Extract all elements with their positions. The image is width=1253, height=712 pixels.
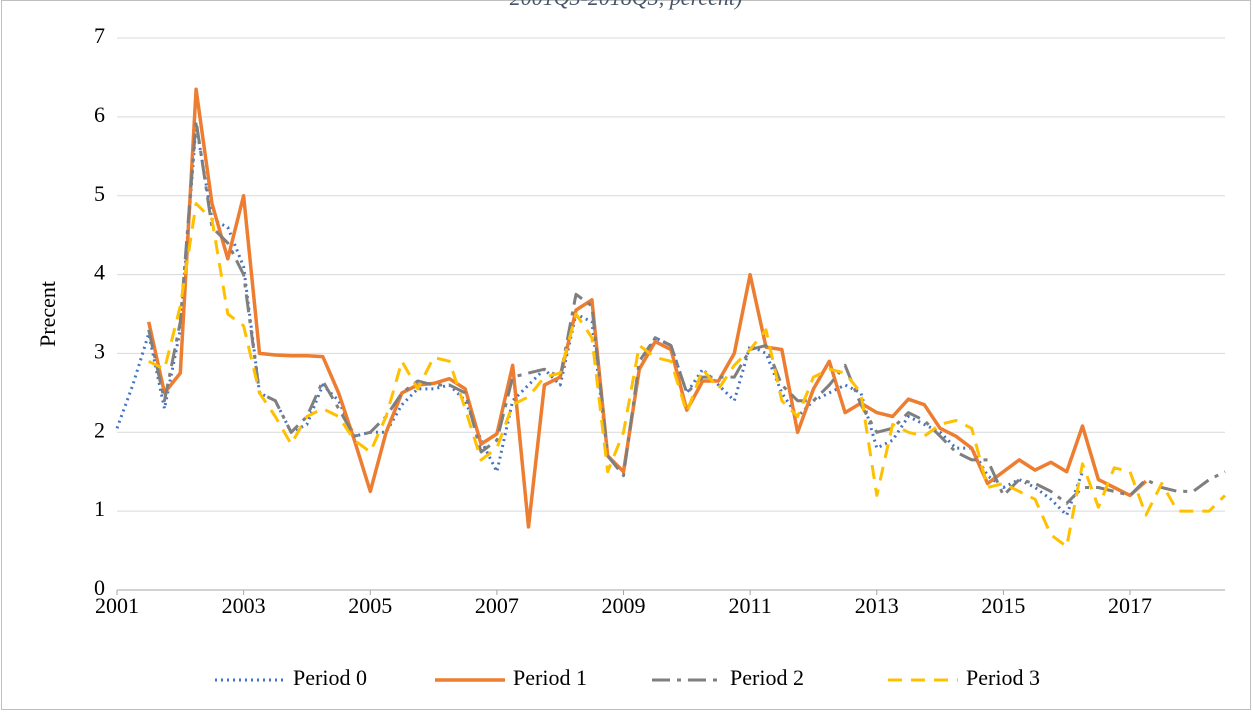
series-line xyxy=(147,119,1226,505)
x-tick-label: 2007 xyxy=(475,593,519,618)
chart-subtitle: 2001Q3-2018Q3, percent) xyxy=(510,0,743,10)
series-line xyxy=(146,87,1148,529)
x-tick-label: 2017 xyxy=(1108,593,1152,618)
x-tick-label: 2011 xyxy=(729,593,772,618)
y-axis-label: Precent xyxy=(35,281,60,347)
series-line xyxy=(148,202,1227,549)
y-tick-label: 7 xyxy=(94,23,105,48)
legend-label: Period 3 xyxy=(966,665,1040,690)
x-tick-label: 2001 xyxy=(95,593,139,618)
legend-label: Period 2 xyxy=(730,665,804,690)
x-tick-label: 2009 xyxy=(602,593,646,618)
y-tick-label: 5 xyxy=(94,181,105,206)
x-tick-label: 2013 xyxy=(855,593,899,618)
legend-label: Period 1 xyxy=(513,665,587,690)
x-tick-label: 2005 xyxy=(348,593,392,618)
x-tick-label: 2003 xyxy=(222,593,266,618)
y-tick-label: 3 xyxy=(94,338,105,363)
y-tick-label: 2 xyxy=(94,417,105,442)
x-tick-label: 2015 xyxy=(981,593,1025,618)
y-tick-label: 6 xyxy=(94,102,105,127)
y-tick-label: 1 xyxy=(94,496,105,521)
legend-label: Period 0 xyxy=(293,665,367,690)
y-tick-label: 0 xyxy=(94,575,105,600)
y-tick-label: 4 xyxy=(94,260,105,285)
series-line xyxy=(115,123,1084,517)
